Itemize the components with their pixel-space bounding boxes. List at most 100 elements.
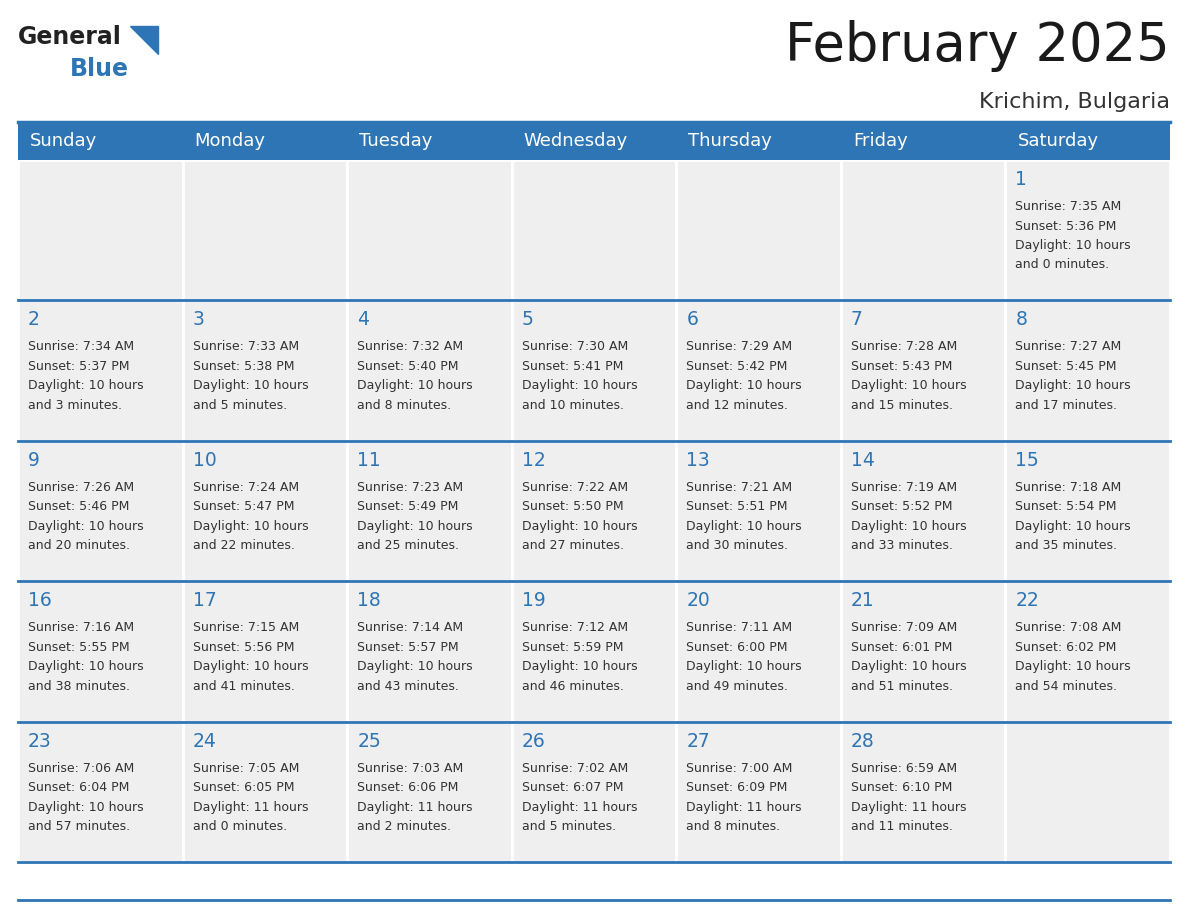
- Bar: [676, 722, 841, 862]
- Text: 8: 8: [1016, 310, 1028, 330]
- Text: 25: 25: [358, 732, 381, 751]
- Text: Sunrise: 7:32 AM: Sunrise: 7:32 AM: [358, 341, 463, 353]
- Text: and 5 minutes.: and 5 minutes.: [192, 399, 286, 412]
- Text: 5: 5: [522, 310, 533, 330]
- Text: 24: 24: [192, 732, 216, 751]
- Text: Sunrise: 7:19 AM: Sunrise: 7:19 AM: [851, 481, 958, 494]
- Text: 28: 28: [851, 732, 874, 751]
- Text: and 17 minutes.: and 17 minutes.: [1016, 399, 1118, 412]
- Text: Sunrise: 7:02 AM: Sunrise: 7:02 AM: [522, 762, 628, 775]
- Text: Monday: Monday: [195, 132, 266, 150]
- Text: Sunrise: 7:21 AM: Sunrise: 7:21 AM: [687, 481, 792, 494]
- Text: Sunset: 5:47 PM: Sunset: 5:47 PM: [192, 500, 295, 513]
- Text: Sunrise: 7:11 AM: Sunrise: 7:11 AM: [687, 621, 792, 634]
- Text: Daylight: 10 hours: Daylight: 10 hours: [29, 800, 144, 813]
- Bar: [18, 122, 1170, 160]
- Text: and 8 minutes.: and 8 minutes.: [687, 820, 781, 834]
- Text: Sunset: 6:06 PM: Sunset: 6:06 PM: [358, 781, 459, 794]
- Text: Sunset: 5:43 PM: Sunset: 5:43 PM: [851, 360, 953, 373]
- Text: and 35 minutes.: and 35 minutes.: [1016, 539, 1118, 553]
- Text: and 11 minutes.: and 11 minutes.: [851, 820, 953, 834]
- Text: Sunrise: 7:33 AM: Sunrise: 7:33 AM: [192, 341, 298, 353]
- Text: Sunset: 5:41 PM: Sunset: 5:41 PM: [522, 360, 623, 373]
- Text: Daylight: 10 hours: Daylight: 10 hours: [192, 520, 308, 532]
- Text: 19: 19: [522, 591, 545, 610]
- Text: Sunrise: 7:23 AM: Sunrise: 7:23 AM: [358, 481, 463, 494]
- Text: and 30 minutes.: and 30 minutes.: [687, 539, 789, 553]
- Bar: [512, 581, 676, 722]
- Text: Sunset: 5:50 PM: Sunset: 5:50 PM: [522, 500, 624, 513]
- Text: Thursday: Thursday: [688, 132, 772, 150]
- Bar: [676, 581, 841, 722]
- Text: Sunset: 6:02 PM: Sunset: 6:02 PM: [1016, 641, 1117, 654]
- Text: and 10 minutes.: and 10 minutes.: [522, 399, 624, 412]
- Polygon shape: [129, 26, 158, 54]
- Text: February 2025: February 2025: [785, 20, 1170, 72]
- Text: Sunrise: 7:15 AM: Sunrise: 7:15 AM: [192, 621, 299, 634]
- Bar: [1005, 300, 1170, 441]
- Text: 22: 22: [1016, 591, 1040, 610]
- Text: Sunset: 5:55 PM: Sunset: 5:55 PM: [29, 641, 129, 654]
- Text: 2: 2: [29, 310, 40, 330]
- Text: Friday: Friday: [853, 132, 908, 150]
- Text: 20: 20: [687, 591, 710, 610]
- Bar: [512, 722, 676, 862]
- Bar: [183, 581, 347, 722]
- Text: Daylight: 10 hours: Daylight: 10 hours: [851, 660, 967, 673]
- Text: Sunday: Sunday: [30, 132, 97, 150]
- Text: Sunset: 5:49 PM: Sunset: 5:49 PM: [358, 500, 459, 513]
- Text: General: General: [18, 25, 122, 49]
- Text: 21: 21: [851, 591, 874, 610]
- Text: and 20 minutes.: and 20 minutes.: [29, 539, 129, 553]
- Bar: [1005, 160, 1170, 300]
- Text: and 12 minutes.: and 12 minutes.: [687, 399, 788, 412]
- Text: 6: 6: [687, 310, 699, 330]
- Text: Daylight: 10 hours: Daylight: 10 hours: [687, 520, 802, 532]
- Text: and 0 minutes.: and 0 minutes.: [1016, 259, 1110, 272]
- Text: Sunset: 5:37 PM: Sunset: 5:37 PM: [29, 360, 129, 373]
- Text: Sunset: 5:54 PM: Sunset: 5:54 PM: [1016, 500, 1117, 513]
- Text: Sunrise: 7:08 AM: Sunrise: 7:08 AM: [1016, 621, 1121, 634]
- Text: and 43 minutes.: and 43 minutes.: [358, 679, 459, 693]
- Text: Sunrise: 7:18 AM: Sunrise: 7:18 AM: [1016, 481, 1121, 494]
- Text: Sunrise: 7:29 AM: Sunrise: 7:29 AM: [687, 341, 792, 353]
- Text: Sunset: 5:42 PM: Sunset: 5:42 PM: [687, 360, 788, 373]
- Text: and 57 minutes.: and 57 minutes.: [29, 820, 131, 834]
- Text: 12: 12: [522, 451, 545, 470]
- Text: Daylight: 10 hours: Daylight: 10 hours: [851, 520, 967, 532]
- Text: Sunset: 5:46 PM: Sunset: 5:46 PM: [29, 500, 129, 513]
- Text: 1: 1: [1016, 170, 1028, 189]
- Text: and 25 minutes.: and 25 minutes.: [358, 539, 459, 553]
- Text: Saturday: Saturday: [1017, 132, 1099, 150]
- Text: and 3 minutes.: and 3 minutes.: [29, 399, 122, 412]
- Text: and 15 minutes.: and 15 minutes.: [851, 399, 953, 412]
- Text: Daylight: 10 hours: Daylight: 10 hours: [192, 379, 308, 392]
- Bar: [841, 160, 1005, 300]
- Bar: [1005, 581, 1170, 722]
- Text: 4: 4: [358, 310, 369, 330]
- Bar: [512, 300, 676, 441]
- Text: and 33 minutes.: and 33 minutes.: [851, 539, 953, 553]
- Text: Daylight: 10 hours: Daylight: 10 hours: [358, 660, 473, 673]
- Text: 13: 13: [687, 451, 710, 470]
- Bar: [347, 160, 512, 300]
- Text: 27: 27: [687, 732, 710, 751]
- Text: Sunrise: 6:59 AM: Sunrise: 6:59 AM: [851, 762, 958, 775]
- Text: Daylight: 10 hours: Daylight: 10 hours: [1016, 239, 1131, 252]
- Text: Krichim, Bulgaria: Krichim, Bulgaria: [979, 92, 1170, 112]
- Text: Wednesday: Wednesday: [524, 132, 628, 150]
- Text: Daylight: 10 hours: Daylight: 10 hours: [687, 660, 802, 673]
- Bar: [841, 722, 1005, 862]
- Text: Sunset: 5:56 PM: Sunset: 5:56 PM: [192, 641, 295, 654]
- Text: Daylight: 11 hours: Daylight: 11 hours: [358, 800, 473, 813]
- Text: Sunrise: 7:26 AM: Sunrise: 7:26 AM: [29, 481, 134, 494]
- Bar: [676, 160, 841, 300]
- Text: Sunset: 5:59 PM: Sunset: 5:59 PM: [522, 641, 624, 654]
- Bar: [183, 722, 347, 862]
- Text: Daylight: 10 hours: Daylight: 10 hours: [29, 520, 144, 532]
- Text: Sunset: 5:52 PM: Sunset: 5:52 PM: [851, 500, 953, 513]
- Text: Tuesday: Tuesday: [359, 132, 432, 150]
- Text: Sunset: 5:57 PM: Sunset: 5:57 PM: [358, 641, 459, 654]
- Text: 14: 14: [851, 451, 874, 470]
- Text: Sunrise: 7:30 AM: Sunrise: 7:30 AM: [522, 341, 628, 353]
